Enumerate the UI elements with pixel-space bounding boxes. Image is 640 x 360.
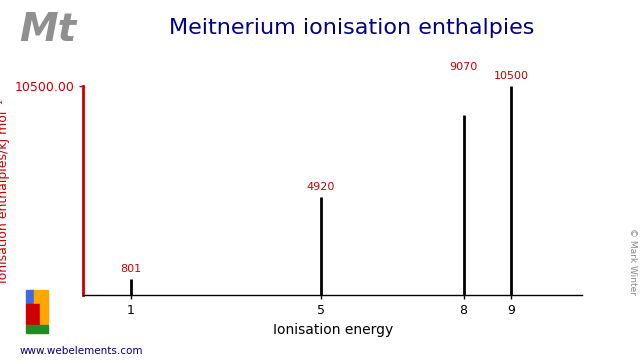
Text: Mt: Mt	[19, 11, 76, 49]
Text: © Mark Winter: © Mark Winter	[628, 228, 637, 295]
Y-axis label: Ionisation enthalpies/kJ mol⁻¹: Ionisation enthalpies/kJ mol⁻¹	[0, 99, 10, 283]
Text: www.webelements.com: www.webelements.com	[19, 346, 143, 356]
Text: 801: 801	[120, 264, 141, 274]
Text: 10500: 10500	[493, 71, 529, 81]
X-axis label: Ionisation energy: Ionisation energy	[273, 323, 393, 337]
Text: 9070: 9070	[449, 63, 477, 72]
Text: 4920: 4920	[307, 183, 335, 192]
Text: Meitnerium ionisation enthalpies: Meitnerium ionisation enthalpies	[170, 18, 534, 38]
